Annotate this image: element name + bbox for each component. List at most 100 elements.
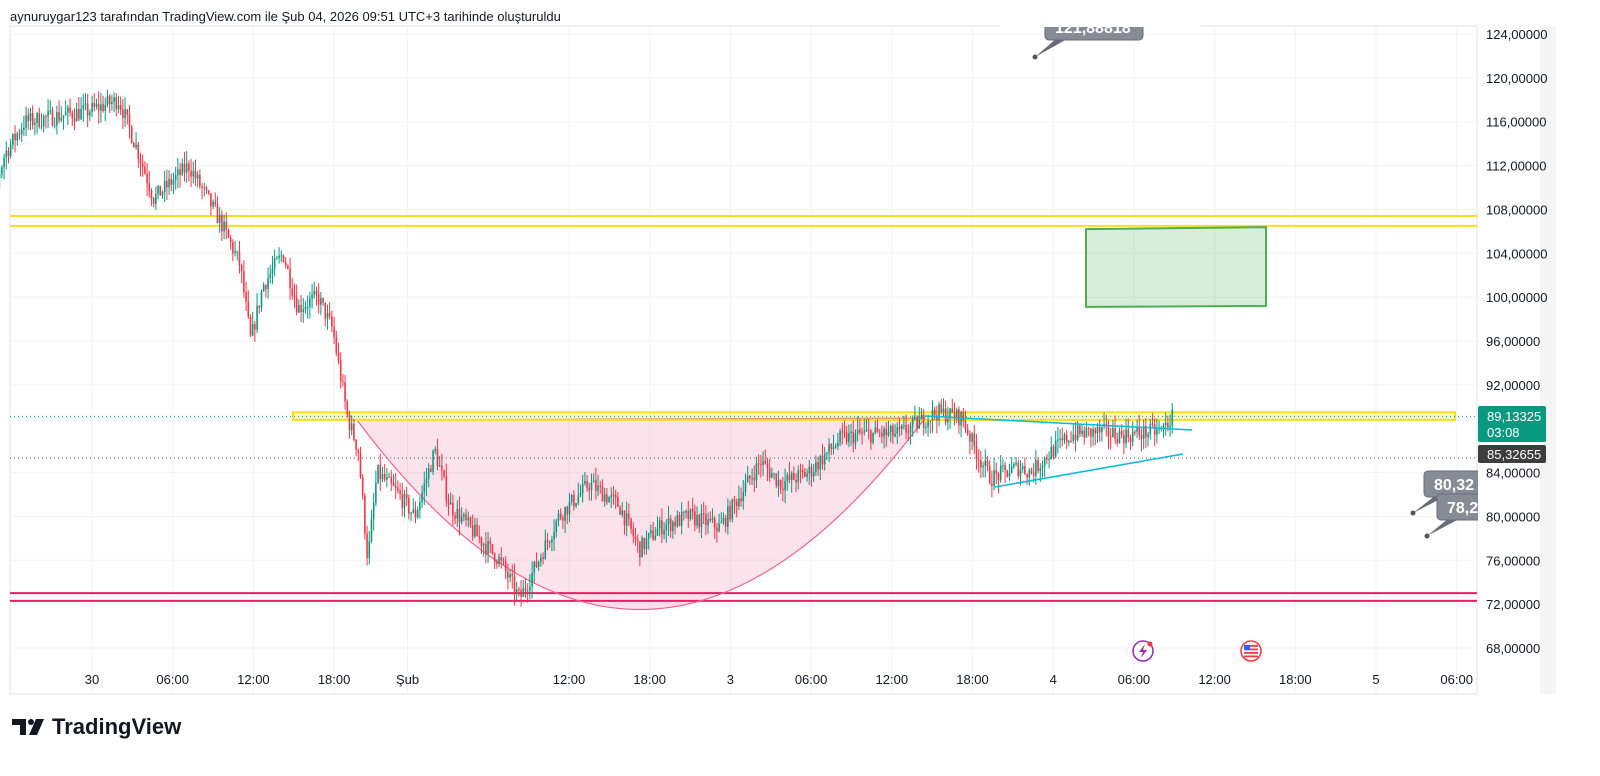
- candle-body: [210, 193, 212, 207]
- candle-body: [194, 171, 197, 179]
- candle-body: [1008, 472, 1011, 477]
- candle-body: [724, 517, 727, 527]
- candle-body: [942, 408, 945, 412]
- candle-body: [555, 520, 558, 533]
- candle-body: [859, 429, 861, 433]
- candle-body: [133, 142, 135, 148]
- candle-body: [749, 475, 751, 479]
- candle-body: [590, 482, 593, 491]
- us-flag-icon[interactable]: [1240, 640, 1262, 662]
- candle-body: [298, 305, 300, 313]
- candle-body: [218, 214, 221, 224]
- candle-body: [797, 470, 800, 483]
- tradingview-logo[interactable]: TradingView: [12, 714, 181, 740]
- candle-body: [601, 486, 604, 502]
- candle-body: [333, 326, 335, 338]
- candle-body: [1004, 465, 1006, 471]
- candle-body: [540, 557, 542, 562]
- candle-body: [1092, 429, 1094, 437]
- candle-body: [284, 261, 287, 266]
- candle-body: [1123, 434, 1125, 444]
- triangle-upper-trendline[interactable]: [924, 415, 1193, 431]
- candle-body: [159, 185, 162, 196]
- candle-body: [177, 169, 179, 176]
- candle-body: [988, 465, 991, 484]
- candle-body: [876, 427, 879, 433]
- candle-body: [973, 433, 976, 447]
- candle-body: [375, 482, 377, 503]
- candle-body: [931, 409, 934, 421]
- candle-body: [933, 409, 936, 416]
- candle-body: [922, 414, 925, 428]
- candle-body: [515, 589, 518, 594]
- candle-body: [755, 463, 758, 481]
- candle-body: [34, 122, 36, 125]
- candle-body: [1134, 431, 1136, 433]
- candle-body: [350, 423, 353, 431]
- candle-body: [927, 420, 929, 428]
- candle-body: [152, 198, 155, 204]
- candle-body: [201, 186, 203, 188]
- y-tick-label: 96,00000: [1486, 334, 1540, 349]
- candle-body: [894, 433, 896, 437]
- candle-body: [1054, 440, 1057, 457]
- candle-body: [155, 194, 157, 204]
- scrollbar[interactable]: [1540, 26, 1556, 694]
- candle-body: [64, 112, 67, 116]
- candle-body: [480, 537, 483, 546]
- candle-body: [322, 298, 324, 303]
- candle-body: [214, 201, 217, 205]
- cup-pattern-arc[interactable]: [355, 417, 927, 610]
- candle-body: [1118, 431, 1121, 444]
- price-callout[interactable]: 78,2: [1424, 493, 1484, 539]
- candle-body: [1035, 459, 1037, 476]
- candle-body: [1149, 423, 1152, 435]
- candle-body: [685, 511, 687, 513]
- x-tick-label: 4: [1050, 672, 1057, 687]
- candle-body: [656, 528, 659, 536]
- candle-body: [1052, 446, 1055, 457]
- candle-body: [707, 519, 709, 526]
- candle-body: [207, 190, 210, 194]
- candle-body: [1032, 473, 1035, 476]
- countdown-label: 03:08: [1487, 425, 1520, 440]
- candle-body: [810, 466, 813, 477]
- candle-body: [240, 264, 243, 272]
- candle-body: [95, 104, 98, 107]
- candle-body: [238, 251, 241, 265]
- candle-body: [782, 488, 784, 491]
- flag-stripe: [1244, 655, 1258, 658]
- candle-body: [339, 360, 342, 382]
- candle-body: [738, 498, 740, 507]
- triangle-lower-trendline[interactable]: [994, 453, 1184, 488]
- candle-body: [73, 118, 76, 122]
- candle-body: [1083, 430, 1086, 438]
- candle-body: [1068, 440, 1070, 443]
- candle-body: [124, 109, 126, 119]
- target-zone-rect[interactable]: [1085, 226, 1267, 308]
- candle-body: [364, 495, 366, 534]
- candle-body: [557, 513, 560, 521]
- candle-body: [760, 463, 762, 466]
- candle-body: [511, 574, 514, 577]
- candle-body: [581, 483, 584, 494]
- chart-title: aynuruygar123 tarafından TradingView.com…: [10, 9, 561, 24]
- notification-dot: [1147, 641, 1153, 647]
- candle-body: [498, 557, 500, 565]
- candle-body: [1015, 463, 1017, 465]
- candle-body: [320, 298, 322, 305]
- candle-body: [251, 324, 254, 336]
- candle-body: [982, 465, 984, 468]
- candle-body: [878, 432, 881, 434]
- candle-body: [1087, 427, 1090, 429]
- flag-stripe: [1244, 645, 1258, 647]
- candle-body: [643, 538, 646, 550]
- candle-body: [1101, 427, 1103, 433]
- candle-body: [386, 477, 388, 480]
- candle-body: [977, 459, 980, 461]
- candle-body: [678, 514, 681, 526]
- candle-body: [421, 492, 423, 503]
- candle-body: [1169, 425, 1171, 428]
- candle-body: [469, 517, 472, 526]
